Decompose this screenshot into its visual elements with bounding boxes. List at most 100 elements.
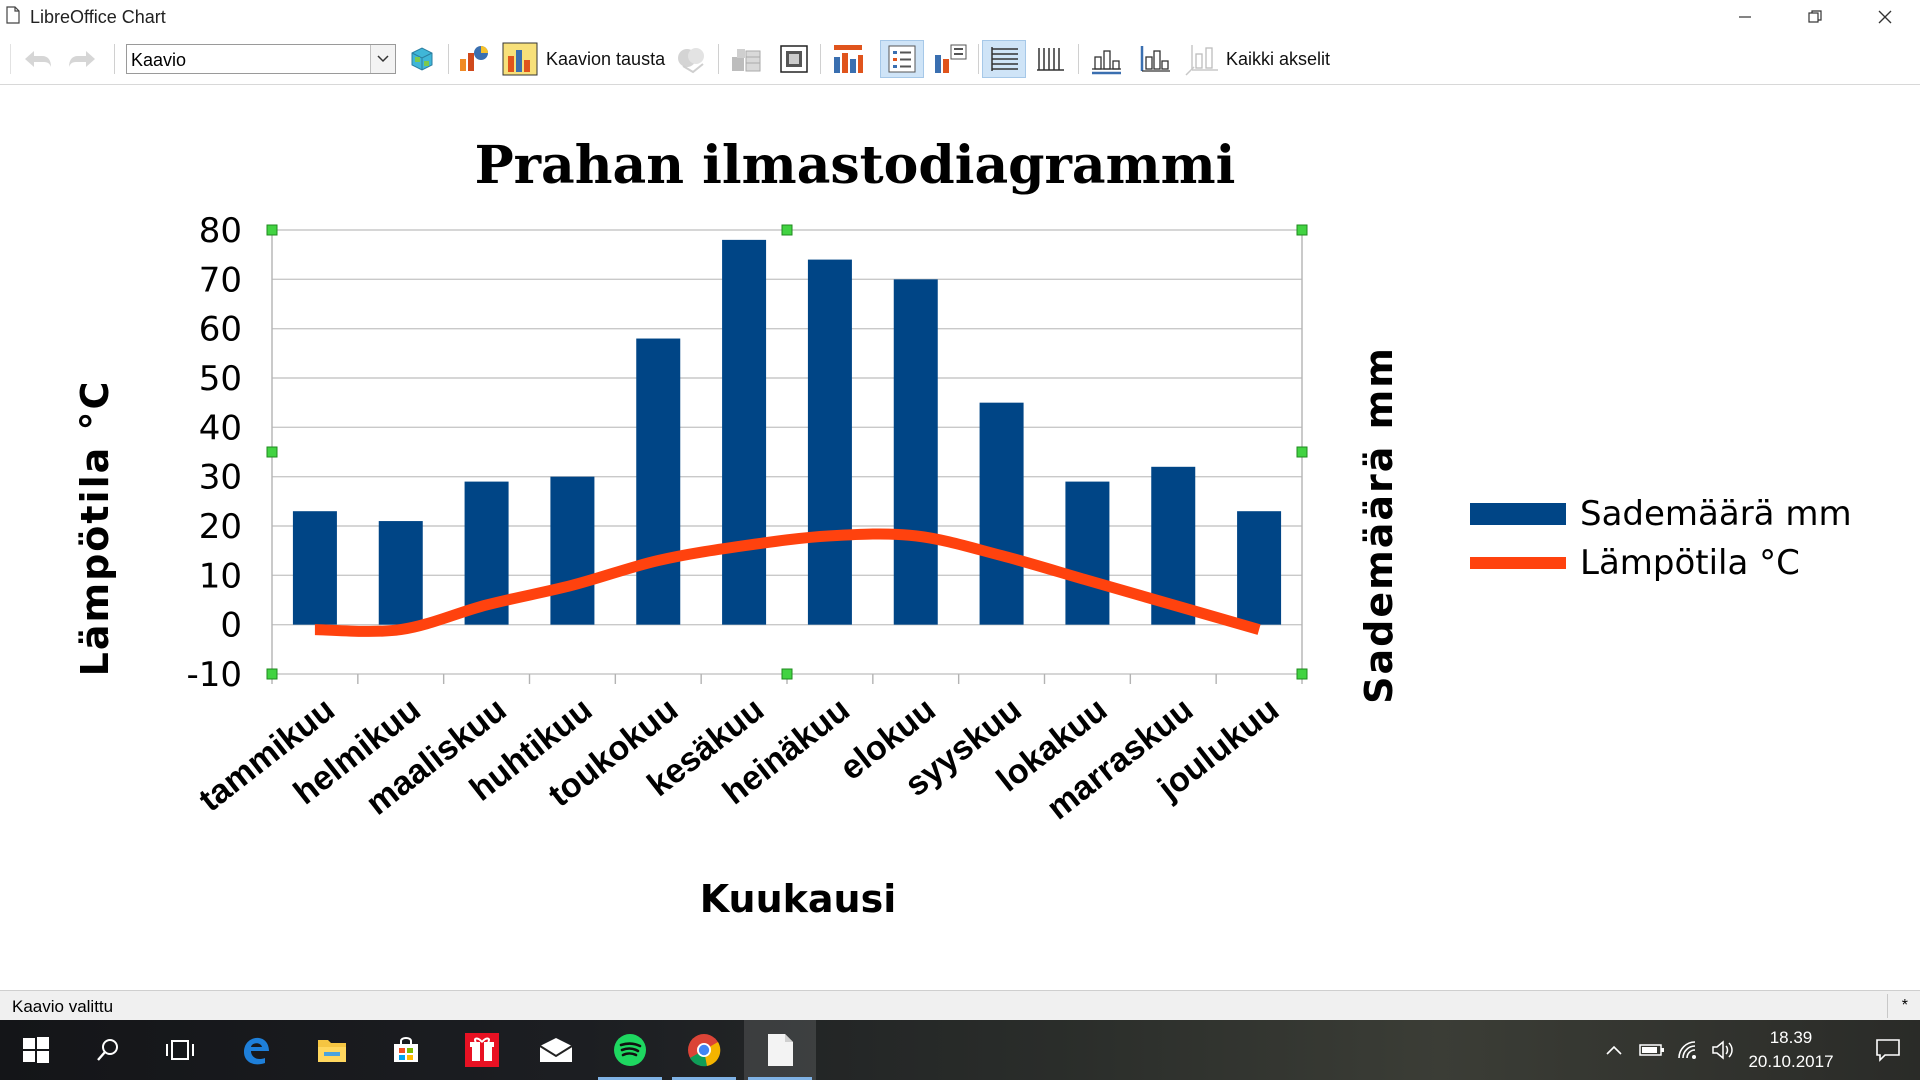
chart-title[interactable]: Prahan ilmastodiagrammi xyxy=(475,135,1236,196)
taskbar-chrome[interactable] xyxy=(668,1020,740,1080)
undo-icon xyxy=(25,51,51,67)
legend-swatch-precipitation xyxy=(1470,503,1566,525)
temperature-line[interactable] xyxy=(314,528,1261,637)
taskbar-libreoffice[interactable] xyxy=(744,1020,816,1080)
legend-on-off-button[interactable] xyxy=(880,40,924,78)
minimize-button[interactable] xyxy=(1710,0,1780,34)
chart-legend[interactable]: Sademäärä mm Lämpötila °C xyxy=(1470,494,1852,583)
title-bar: LibreOffice Chart xyxy=(0,0,1920,34)
bar-huhtikuu[interactable] xyxy=(550,476,595,625)
chart-element-select[interactable]: Kaavio xyxy=(126,44,396,74)
3d-view-icon xyxy=(678,48,704,74)
y-tick-label: 50 xyxy=(199,359,242,399)
toolbar-grip xyxy=(10,44,11,74)
restore-button[interactable] xyxy=(1780,0,1850,34)
bar-kesäkuu[interactable] xyxy=(722,239,767,625)
selection-handle[interactable] xyxy=(781,668,793,680)
temperature-line-path[interactable] xyxy=(314,528,1261,637)
data-ranges-button[interactable] xyxy=(774,40,814,78)
battery-tray-button[interactable] xyxy=(1636,1020,1668,1080)
taskbar-edge[interactable] xyxy=(220,1020,292,1080)
start-button[interactable] xyxy=(0,1020,72,1080)
task-view-icon xyxy=(166,1040,194,1060)
chart-canvas[interactable]: Prahan ilmastodiagrammi 80 70 60 50 40 30 20 10… xyxy=(0,85,1920,990)
insert-titles-button[interactable] xyxy=(826,40,870,78)
bar-joulukuu[interactable] xyxy=(1237,511,1282,625)
selection-handle[interactable] xyxy=(1296,446,1308,458)
close-button[interactable] xyxy=(1850,0,1920,34)
chart-wall-button[interactable] xyxy=(500,40,540,78)
network-tray-button[interactable] xyxy=(1674,1020,1704,1080)
chart-element-select-value: Kaavio xyxy=(131,50,187,70)
chart-type-icon xyxy=(460,46,488,71)
horizontal-grids-button[interactable] xyxy=(982,40,1026,78)
show-hidden-icons-button[interactable] xyxy=(1600,1020,1628,1080)
toolbar-separator xyxy=(114,44,115,74)
chart-data-table-button[interactable] xyxy=(726,40,766,78)
y-tick-label: 70 xyxy=(199,260,242,300)
chart-background-label[interactable]: Kaavion tausta xyxy=(546,48,666,69)
horizontal-axis-button[interactable] xyxy=(1084,40,1128,78)
bar-syyskuu[interactable] xyxy=(979,402,1024,625)
vertical-axis-button[interactable] xyxy=(1132,40,1176,78)
y-axis-title[interactable]: Lämpötila °C xyxy=(73,380,117,677)
libreoffice-icon xyxy=(768,1034,793,1066)
status-bar: Kaavio valittu * xyxy=(0,990,1920,1021)
bar-helmikuu[interactable] xyxy=(378,521,423,625)
volume-tray-button[interactable] xyxy=(1708,1020,1738,1080)
bar-toukokuu[interactable] xyxy=(636,338,681,625)
clock-time: 18.39 xyxy=(1769,1028,1813,1047)
secondary-y-axis-title[interactable]: Sademäärä mm xyxy=(1357,346,1401,704)
selection-handle[interactable] xyxy=(1296,224,1308,236)
y-tick-label: -10 xyxy=(186,655,242,695)
vertical-grids-button[interactable] xyxy=(1030,40,1070,78)
battery-icon xyxy=(1639,1044,1664,1056)
chevron-down-icon[interactable] xyxy=(370,45,395,73)
data-ranges-icon xyxy=(780,45,808,73)
horizontal-axis-icon xyxy=(1092,50,1121,75)
redo-button[interactable] xyxy=(62,40,102,78)
format-selection-icon xyxy=(411,47,433,71)
bar-lokakuu[interactable] xyxy=(1065,481,1110,625)
selection-handles[interactable] xyxy=(266,224,1308,680)
search-button[interactable] xyxy=(72,1020,144,1080)
insert-legend-button[interactable] xyxy=(928,40,972,78)
format-selection-button[interactable] xyxy=(402,40,442,78)
y-tick-label: 20 xyxy=(199,507,242,547)
taskbar-gift-app[interactable] xyxy=(446,1020,518,1080)
toolbar-separator xyxy=(718,44,719,74)
running-indicator xyxy=(598,1077,662,1080)
clock-date: 20.10.2017 xyxy=(1748,1052,1834,1071)
taskbar-store[interactable] xyxy=(370,1020,442,1080)
x-axis-title[interactable]: Kuukausi xyxy=(700,877,897,921)
action-center-button[interactable] xyxy=(1856,1020,1920,1080)
notification-icon xyxy=(1876,1039,1900,1062)
precipitation-bars[interactable] xyxy=(292,239,1282,625)
spotify-icon xyxy=(614,1034,646,1066)
toolbar-separator xyxy=(1078,44,1079,74)
bar-heinäkuu[interactable] xyxy=(807,259,852,625)
y-tick-label: 40 xyxy=(199,408,242,448)
all-axes-label[interactable]: Kaikki akselit xyxy=(1226,48,1331,69)
selection-handle[interactable] xyxy=(266,446,278,458)
selection-handle[interactable] xyxy=(1296,668,1308,680)
taskbar-file-explorer[interactable] xyxy=(296,1020,368,1080)
modified-indicator[interactable]: * xyxy=(1901,997,1908,1014)
taskbar-spotify[interactable] xyxy=(594,1020,666,1080)
selection-handle[interactable] xyxy=(781,224,793,236)
undo-button[interactable] xyxy=(18,40,58,78)
x-axis-ticks: tammikuuhelmikuumaaliskuuhuhtikuutoukoku… xyxy=(192,674,1303,827)
running-indicator xyxy=(672,1077,736,1080)
selection-handle[interactable] xyxy=(266,668,278,680)
bar-elokuu[interactable] xyxy=(893,279,938,625)
chart-type-button[interactable] xyxy=(454,40,494,78)
wifi-icon xyxy=(1678,1041,1696,1059)
bar-tammikuu[interactable] xyxy=(292,511,337,625)
selection-handle[interactable] xyxy=(266,224,278,236)
taskbar-mail[interactable] xyxy=(520,1020,592,1080)
task-view-button[interactable] xyxy=(144,1020,216,1080)
taskbar-clock[interactable]: 18.39 20.10.2017 xyxy=(1726,1026,1856,1074)
all-axes-button[interactable] xyxy=(1180,40,1224,78)
chart-3d-view-button[interactable] xyxy=(672,40,712,78)
chrome-icon xyxy=(688,1034,721,1067)
